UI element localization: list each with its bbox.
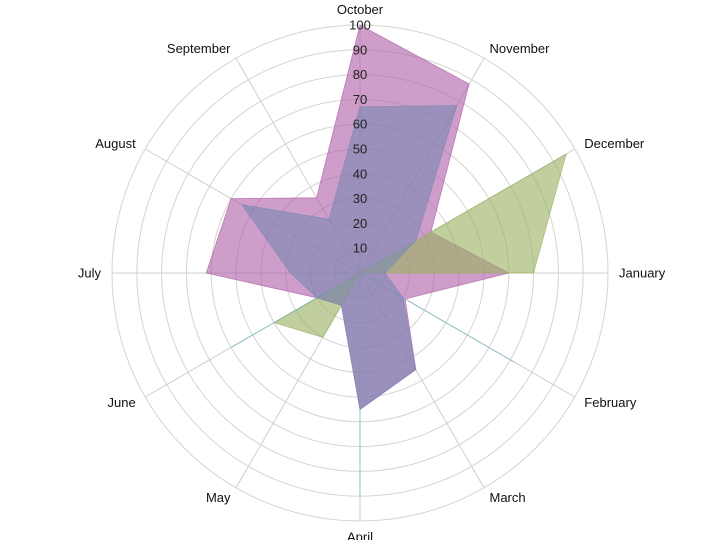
r-tick-label: 60 <box>353 117 367 132</box>
category-label-may: May <box>206 490 231 505</box>
r-tick-label: 50 <box>353 142 367 157</box>
r-tick-label: 100 <box>349 18 371 33</box>
r-tick-label: 30 <box>353 191 367 206</box>
category-label-march: March <box>490 490 526 505</box>
r-tick-label: 40 <box>353 166 367 181</box>
series-3-area <box>230 272 515 497</box>
series-layer <box>205 24 567 497</box>
r-tick-label: 80 <box>353 67 367 82</box>
category-label-december: December <box>584 136 645 151</box>
r-tick-label: 20 <box>353 216 367 231</box>
series-4-area <box>241 105 458 411</box>
category-label-april: April <box>347 530 373 540</box>
category-label-august: August <box>95 136 136 151</box>
category-label-october: October <box>337 2 384 17</box>
category-label-september: September <box>167 41 231 56</box>
r-tick-label: 10 <box>353 241 367 256</box>
category-label-january: January <box>619 266 666 281</box>
category-label-november: November <box>490 41 551 56</box>
category-label-july: July <box>78 266 102 281</box>
category-label-february: February <box>584 395 637 410</box>
r-tick-label: 70 <box>353 92 367 107</box>
category-label-june: June <box>107 395 135 410</box>
r-tick-label: 90 <box>353 42 367 57</box>
